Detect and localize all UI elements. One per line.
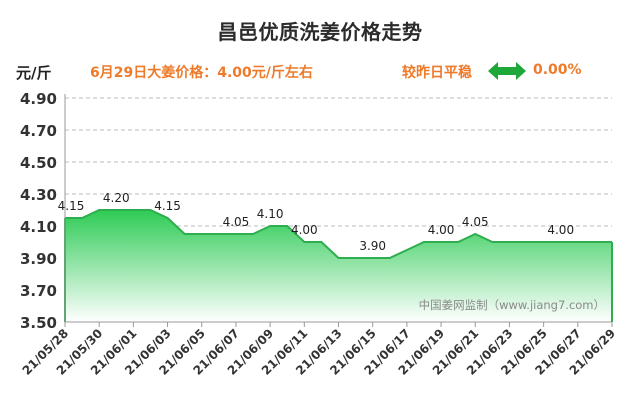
y-tick-label: 4.50 — [20, 154, 57, 172]
data-label: 4.05 — [223, 215, 250, 229]
area-fill — [65, 210, 612, 322]
data-label: 4.10 — [257, 207, 284, 221]
data-label: 4.00 — [428, 223, 455, 237]
y-tick-label: 3.70 — [20, 282, 57, 300]
y-tick-label: 3.50 — [20, 314, 57, 332]
y-tick-label: 3.90 — [20, 250, 57, 268]
data-label: 3.90 — [359, 239, 386, 253]
data-label: 4.15 — [154, 199, 181, 213]
price-note: 6月29日大姜价格：4.00元/斤左右 — [90, 65, 313, 81]
y-tick-label: 4.10 — [20, 218, 57, 236]
data-label: 4.00 — [291, 223, 318, 237]
data-label: 4.15 — [58, 199, 85, 213]
y-tick-label: 4.30 — [20, 186, 57, 204]
data-labels: 4.15 4.20 4.15 4.05 4.10 4.00 3.90 4.00 4.05 4.00 — [58, 191, 574, 253]
y-tick-label: 4.90 — [20, 90, 57, 108]
watermark: 中国姜网监制（www.jiang7.com） — [419, 298, 605, 312]
y-tick-label: 4.70 — [20, 122, 57, 140]
data-label: 4.00 — [547, 223, 574, 237]
chart-title: 昌邑优质洗姜价格走势 — [217, 20, 423, 44]
data-label: 4.05 — [462, 215, 489, 229]
data-label: 4.20 — [103, 191, 130, 205]
compare-label: 较昨日平稳 — [402, 65, 472, 81]
price-line — [65, 209, 612, 259]
double-arrow-icon — [488, 62, 526, 80]
y-axis-unit: 元/斤 — [16, 64, 52, 82]
compare-value: 0.00% — [533, 62, 582, 78]
